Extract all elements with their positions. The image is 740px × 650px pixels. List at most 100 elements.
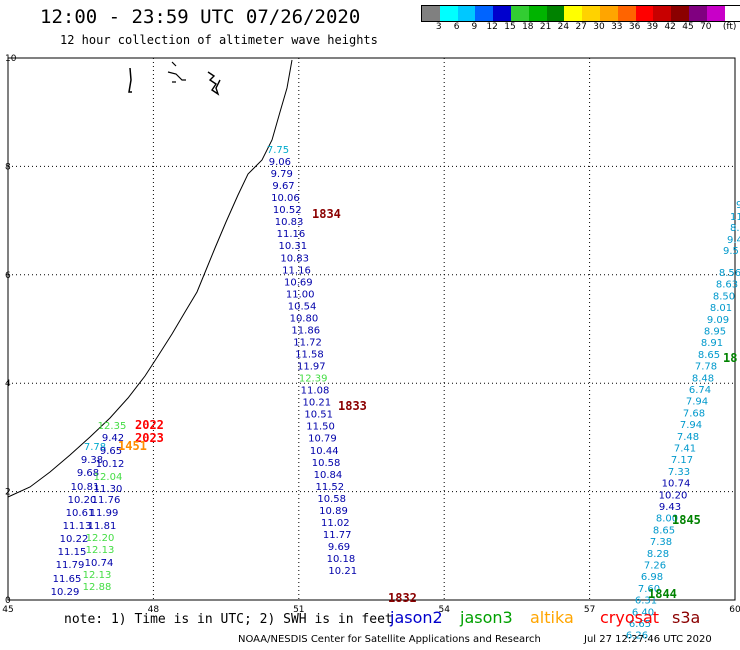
swh-value: 9.79: [271, 169, 293, 180]
color-scale-label: 3: [435, 22, 442, 32]
island: [167, 61, 186, 83]
island: [207, 71, 221, 96]
swh-value: 8.00: [656, 514, 678, 525]
swh-value: 12.13: [86, 545, 115, 556]
swh-value: 8.56: [719, 268, 740, 279]
swh-value: 11.72: [293, 337, 322, 348]
color-scale-label: 6: [453, 22, 460, 32]
swh-value: 10.84: [314, 470, 343, 481]
swh-value: 7.78: [695, 362, 717, 373]
swh-value: 11.58: [295, 350, 324, 361]
swh-value: 10.54: [288, 301, 317, 312]
color-scale-label: 39: [646, 22, 659, 32]
legend-cryosat: cryosat: [600, 608, 660, 627]
swh-value: 9.38: [81, 455, 103, 466]
swh-value: 9.09: [707, 315, 729, 326]
color-scale-swatch: [510, 6, 529, 21]
color-scale-swatch: [724, 6, 740, 21]
swh-value: 9.69: [328, 542, 350, 553]
swh-value: 11.15: [58, 547, 87, 558]
swh-value: 10.44: [310, 446, 339, 457]
swh-value: 12.04: [94, 472, 123, 483]
color-scale-swatch: [653, 6, 672, 21]
swh-value: 7.94: [686, 397, 708, 408]
pass-time-label: 18: [723, 351, 737, 365]
swh-value: 10.69: [284, 277, 313, 288]
color-scale-label: 24: [557, 22, 570, 32]
swh-value: 8.65: [698, 350, 720, 361]
swh-value: 7.94: [680, 420, 702, 431]
pass-time-label: 2022: [135, 418, 164, 432]
color-scale-label: 27: [575, 22, 587, 32]
swh-value: 8.28: [647, 549, 669, 560]
color-scale-label: 9: [471, 22, 478, 32]
color-scale-label: 15: [504, 22, 516, 32]
swh-value: 10.89: [319, 506, 348, 517]
swh-value: 11.65: [53, 574, 82, 585]
color-scale-swatch: [599, 6, 618, 21]
swh-value: 6.40: [632, 607, 654, 618]
color-scale-label: 21: [539, 22, 552, 32]
swh-value: 10.61: [66, 508, 95, 519]
legend-jason2: jason2: [390, 608, 443, 627]
color-scale-bar: [421, 5, 740, 22]
swh-value: 10.81: [71, 482, 100, 493]
swh-value: 8.63: [716, 280, 738, 291]
swh-value: 7.48: [677, 432, 699, 443]
swh-value: 7.38: [650, 537, 672, 548]
color-scale-swatch: [439, 6, 458, 21]
swh-value: 10.58: [317, 494, 346, 505]
lon-tick-label: 51: [293, 605, 304, 615]
color-scale-swatch: [635, 6, 654, 21]
swh-value: 11.52: [315, 482, 344, 493]
swh-value: 9.43: [659, 502, 681, 513]
lon-tick-label: 48: [148, 605, 160, 615]
swh-value: 10.21: [303, 398, 332, 409]
pass-time-label: 1844: [648, 587, 677, 601]
swh-value: 11.99: [90, 508, 119, 519]
color-scale-label: (ft): [722, 22, 737, 32]
credit-text: NOAA/NESDIS Center for Satellite Applica…: [238, 634, 541, 645]
swh-value-partial: 8.: [730, 223, 740, 234]
lon-tick-label: 54: [438, 605, 450, 615]
swh-value: 10.79: [308, 434, 337, 445]
swh-value: 6.98: [641, 572, 663, 583]
legend-s3a: s3a: [672, 608, 701, 627]
swh-value: 10.74: [85, 558, 114, 569]
pass-time-label: 2023: [135, 431, 164, 445]
swh-value: 9.68: [77, 468, 99, 479]
map-subtitle: 12 hour collection of altimeter wave hei…: [60, 33, 378, 47]
lat-tick-label: 6: [5, 271, 11, 281]
legend-altika: altika: [530, 608, 574, 627]
swh-value: 10.12: [96, 459, 125, 470]
swh-value: 10.58: [312, 458, 341, 469]
swh-value: 7.33: [668, 467, 690, 478]
swh-value: 7.17: [671, 455, 693, 466]
swh-value: 7.26: [644, 561, 666, 572]
swh-value: 11.50: [306, 422, 335, 433]
swh-value: 11.97: [297, 362, 326, 373]
swh-value: 11.79: [56, 560, 85, 571]
swh-value: 7.78: [84, 442, 106, 453]
swh-value: 9.65: [100, 446, 122, 457]
color-scale-swatch: [475, 6, 494, 21]
swh-value: 11.00: [286, 289, 315, 300]
swh-value-partial: 9: [736, 200, 740, 211]
swh-value: 7.75: [267, 145, 289, 156]
swh-value: 10.51: [304, 410, 333, 421]
swh-value: 10.06: [271, 193, 300, 204]
color-scale-label: 18: [522, 22, 534, 32]
swh-value: 9.42: [102, 433, 124, 444]
swh-value: 11.13: [63, 521, 92, 532]
swh-value: 10.74: [662, 479, 691, 490]
swh-value: 10.83: [275, 217, 304, 228]
color-scale-swatch: [582, 6, 600, 21]
color-scale-swatch: [564, 6, 583, 21]
swh-value: 10.20: [659, 490, 688, 501]
swh-value: 10.22: [60, 534, 89, 545]
color-scale-label: 33: [611, 22, 623, 32]
swh-value: 6.26: [626, 631, 648, 642]
pass-time-label: 1833: [338, 399, 367, 413]
swh-value: 9.06: [269, 157, 291, 168]
